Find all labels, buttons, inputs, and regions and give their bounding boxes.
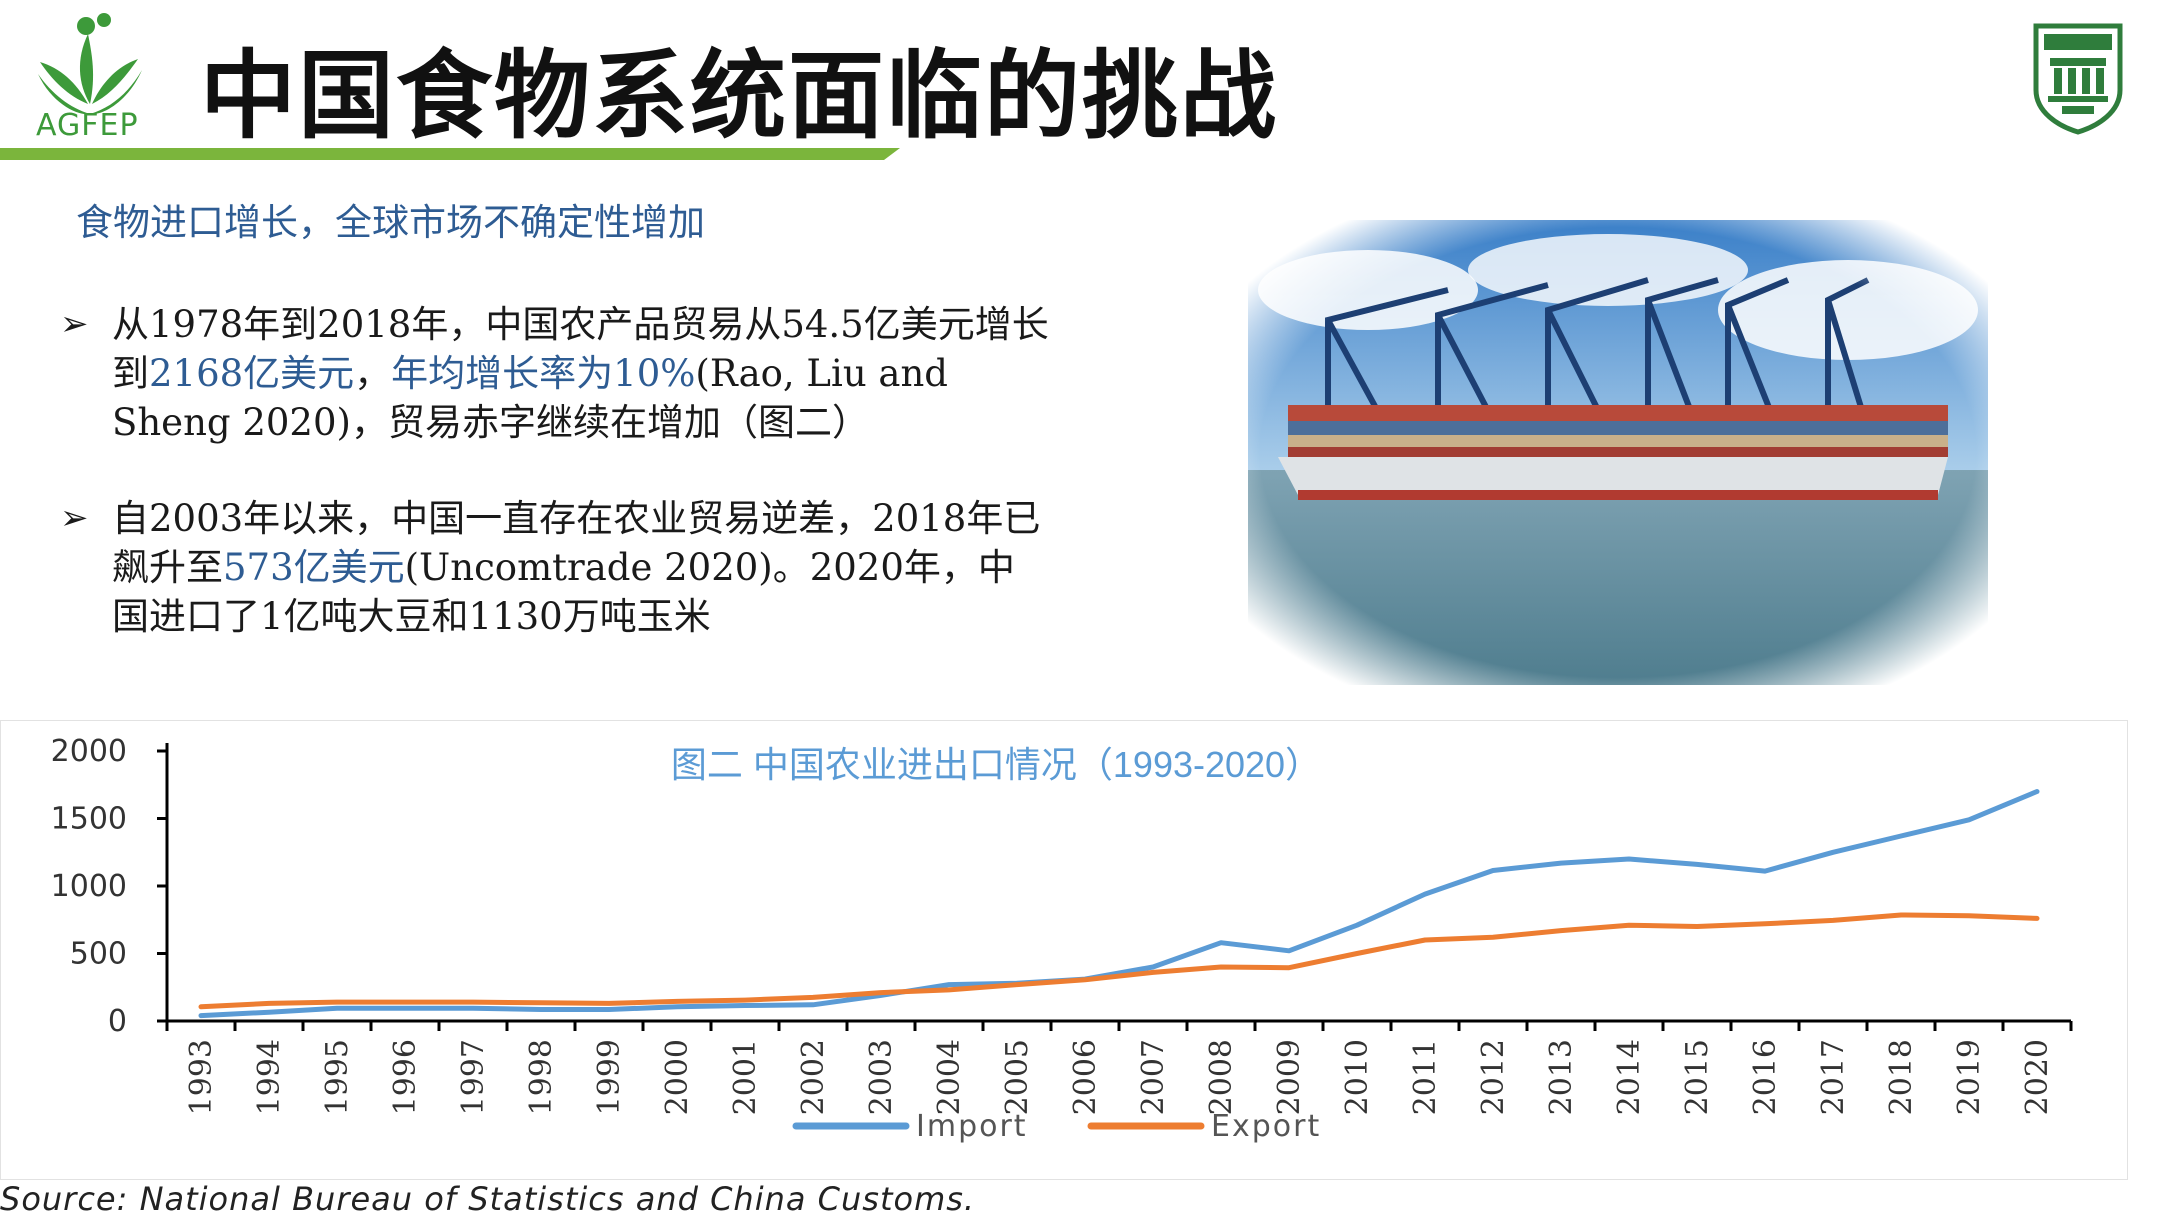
x-tick-label: 1993 <box>184 1039 219 1115</box>
series-line-import <box>201 792 2037 1016</box>
x-tick-label: 1995 <box>320 1039 355 1115</box>
x-tick-label: 2001 <box>728 1039 763 1115</box>
bullet-1-part: ， <box>354 352 391 395</box>
series-line-export <box>201 915 2037 1007</box>
x-tick-label: 1997 <box>456 1039 491 1115</box>
university-emblem-icon <box>2028 20 2128 136</box>
bullet-2-highlight-amount: 573亿美元 <box>223 546 405 589</box>
x-tick-label: 2010 <box>1340 1039 1375 1115</box>
x-tick-label: 2005 <box>1000 1039 1035 1115</box>
x-tick-label: 2009 <box>1272 1039 1307 1115</box>
x-tick-label: 2011 <box>1408 1039 1443 1115</box>
x-tick-label: 1996 <box>388 1039 423 1115</box>
x-tick-label: 2013 <box>1544 1039 1579 1115</box>
bullet-1-highlight-amount: 2168亿美元 <box>149 352 354 395</box>
x-tick-label: 2019 <box>1952 1039 1987 1115</box>
logo-text: AGFEP <box>36 108 139 143</box>
x-tick-label: 2006 <box>1068 1039 1103 1115</box>
x-tick-label: 1998 <box>524 1039 559 1115</box>
bullet-arrow-icon: ➢ <box>60 300 89 349</box>
y-tick-label: 1000 <box>51 869 127 904</box>
bullet-1: ➢ 从1978年到2018年，中国农产品贸易从54.5亿美元增长到2168亿美元… <box>60 300 1050 447</box>
bullet-2: ➢ 自2003年以来，中国一直存在农业贸易逆差，2018年已飙升至573亿美元(… <box>60 494 1050 641</box>
title-underline-bar <box>0 146 900 160</box>
x-tick-label: 2012 <box>1476 1039 1511 1115</box>
legend-label-import: Import <box>916 1109 1028 1144</box>
bullet-2-text: 自2003年以来，中国一直存在农业贸易逆差，2018年已飙升至573亿美元(Un… <box>112 494 1050 641</box>
chart-frame: 图二 中国农业进出口情况（1993-2020） 2000 1500 1000 500 0… <box>0 720 2128 1180</box>
section-subtitle: 食物进口增长，全球市场不确定性增加 <box>76 192 705 246</box>
bullet-1-text: 从1978年到2018年，中国农产品贸易从54.5亿美元增长到2168亿美元，年… <box>112 300 1050 447</box>
x-tick-label: 2017 <box>1816 1039 1851 1115</box>
container-ship-port-photo <box>1248 220 1988 685</box>
x-tick-label: 2008 <box>1204 1039 1239 1115</box>
legend-label-export: Export <box>1211 1109 1321 1144</box>
x-tick-label: 2003 <box>864 1039 899 1115</box>
bullet-arrow-icon: ➢ <box>60 494 89 543</box>
y-tick-label: 2000 <box>51 734 127 769</box>
bullet-1-highlight-rate: 年均增长率为10% <box>391 352 695 395</box>
x-tick-label: 2020 <box>2020 1039 2055 1115</box>
x-tick-label: 2018 <box>1884 1039 1919 1115</box>
y-tick-label: 500 <box>70 937 127 972</box>
x-tick-label: 1999 <box>592 1039 627 1115</box>
x-tick-label: 2002 <box>796 1039 831 1115</box>
x-tick-label: 1994 <box>252 1039 287 1115</box>
page-title: 中国食物系统面临的挑战 <box>200 18 1278 157</box>
x-tick-label: 2015 <box>1680 1039 1715 1115</box>
x-tick-label: 2004 <box>932 1039 967 1115</box>
y-tick-label: 1500 <box>51 802 127 837</box>
x-tick-label: 2007 <box>1136 1039 1171 1115</box>
chart-title: 图二 中国农业进出口情况（1993-2020） <box>671 744 1321 785</box>
x-tick-label: 2014 <box>1612 1039 1647 1115</box>
x-tick-label: 2016 <box>1748 1039 1783 1115</box>
x-tick-label: 2000 <box>660 1039 695 1115</box>
y-tick-label: 0 <box>108 1004 127 1039</box>
trade-line-chart: 图二 中国农业进出口情况（1993-2020） 2000 1500 1000 500 0… <box>1 721 2127 1179</box>
source-note: Source: National Bureau of Statistics an… <box>0 1180 975 1218</box>
